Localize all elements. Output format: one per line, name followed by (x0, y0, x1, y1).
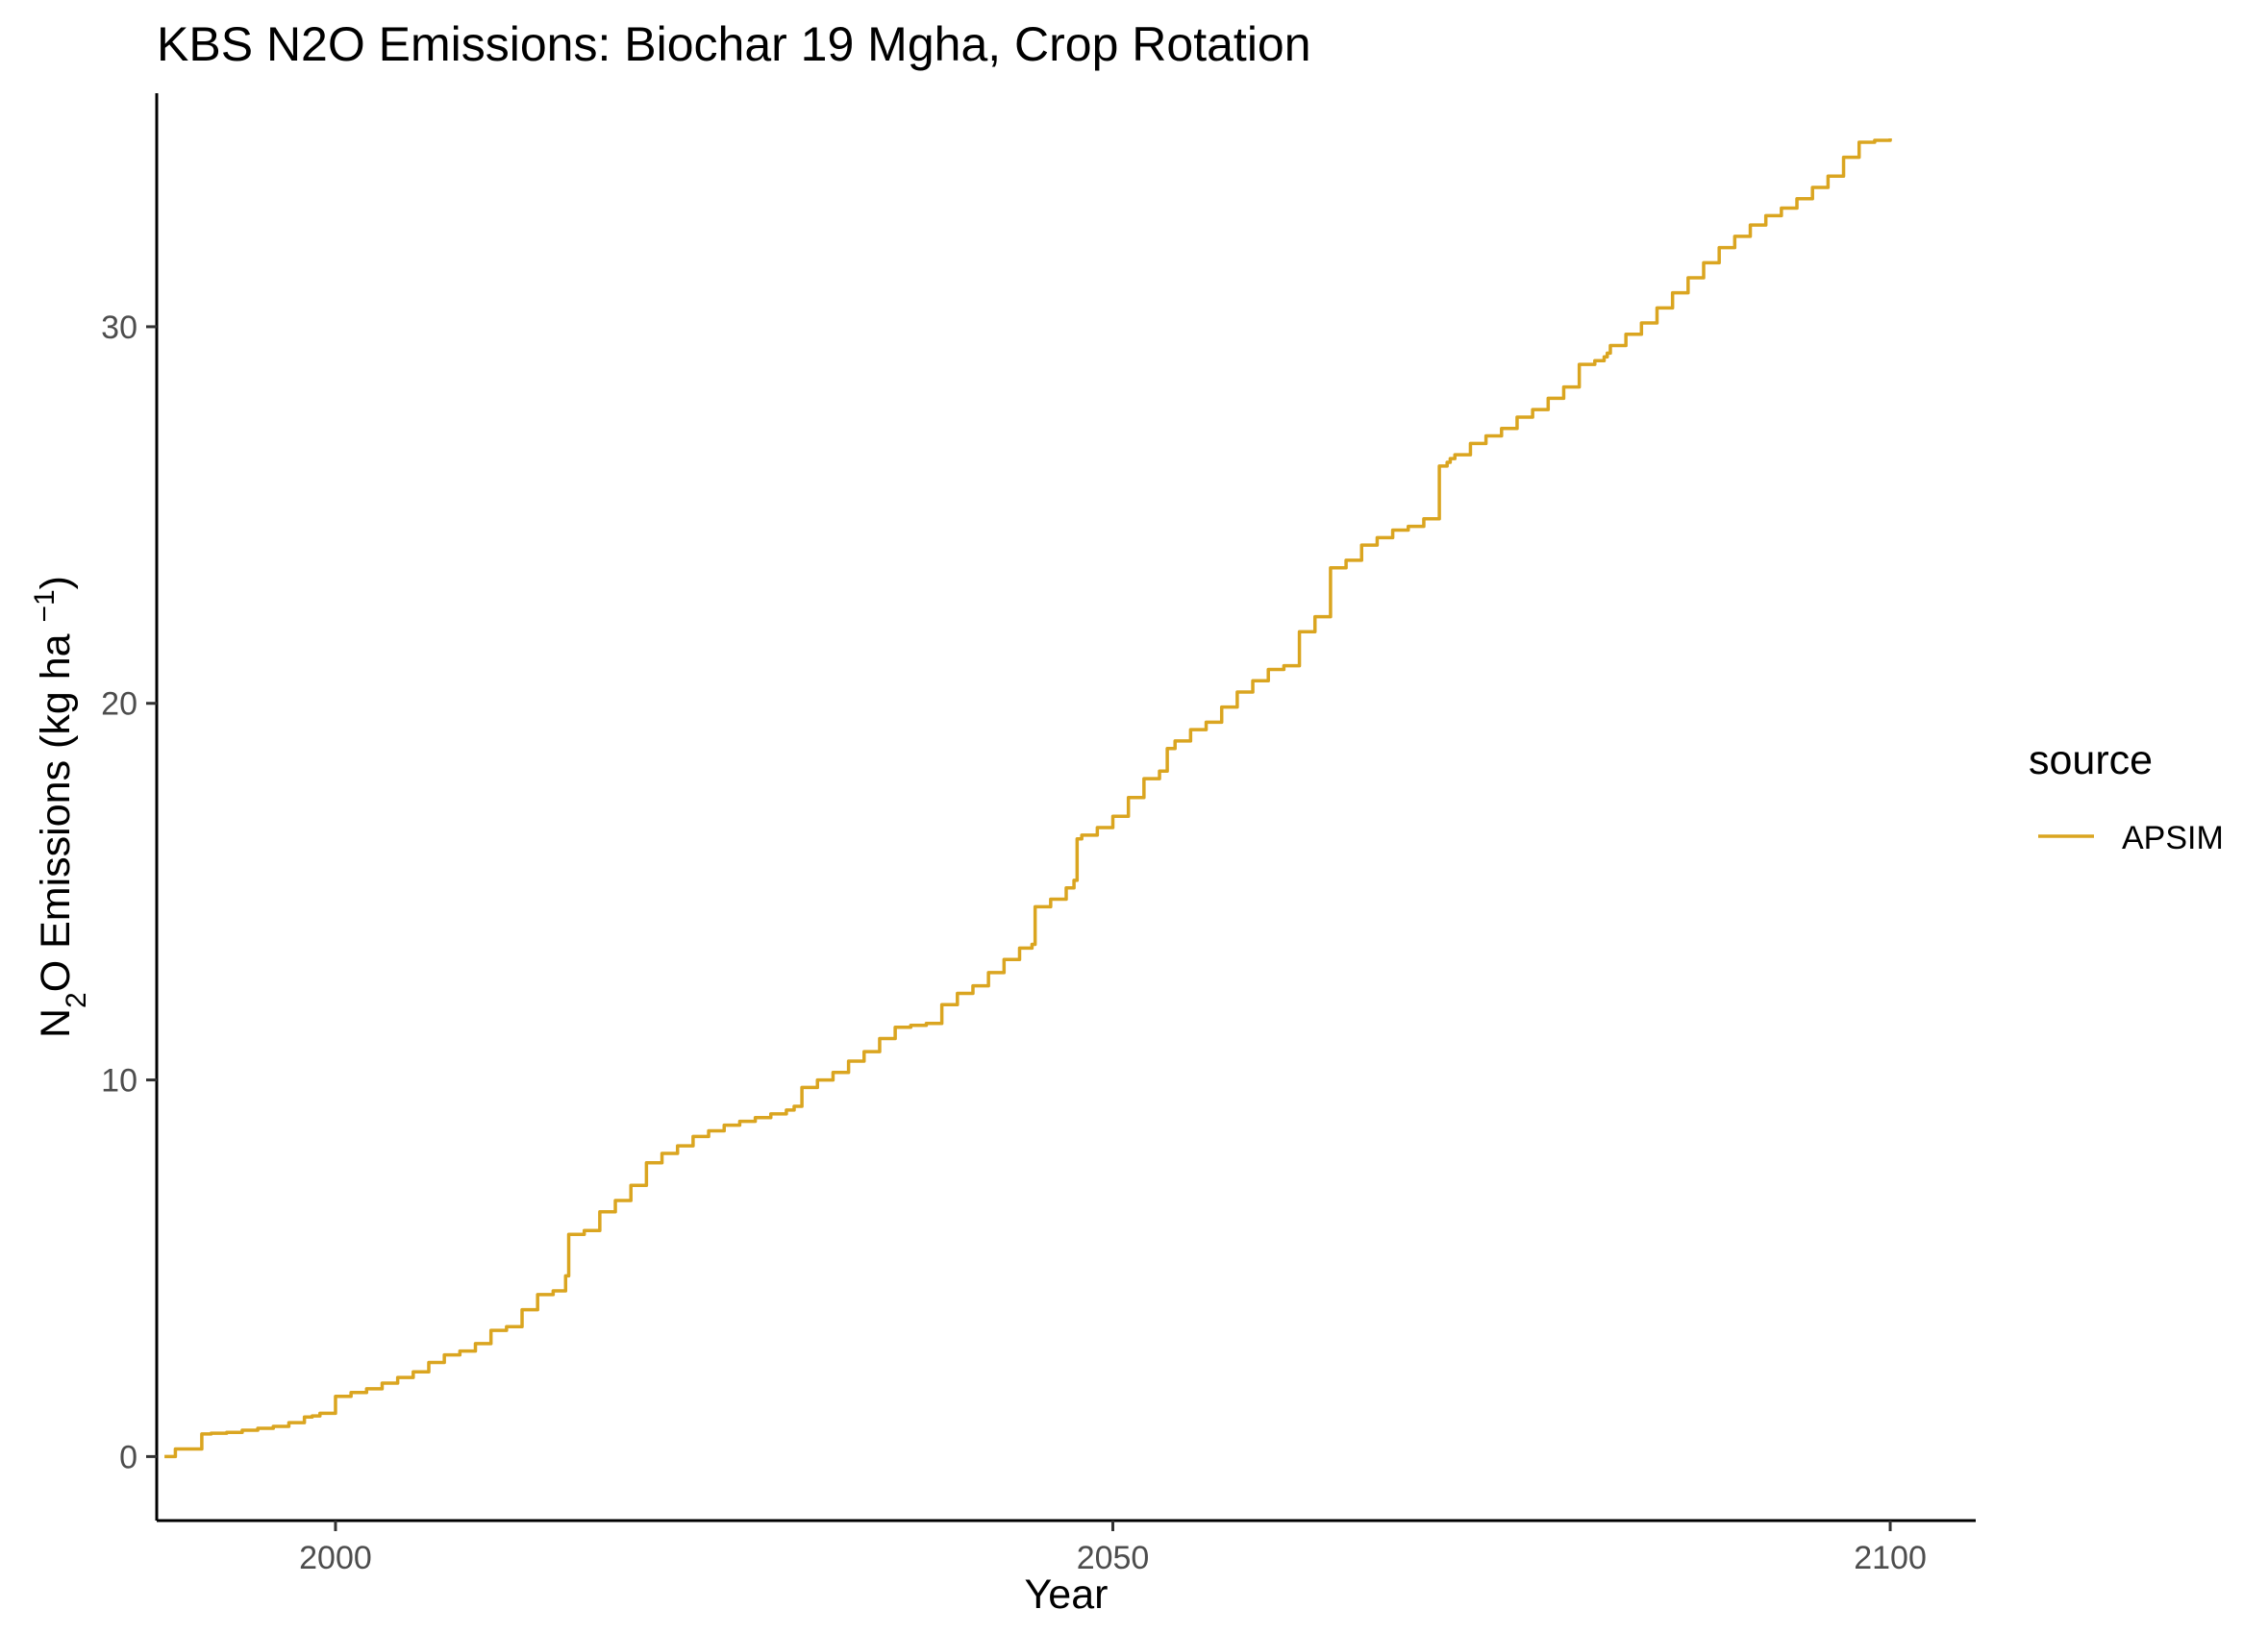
plot-area: 2000 2050 2100 0 10 20 30 (101, 93, 1976, 1576)
x-tick-label: 2100 (1854, 1540, 1927, 1576)
y-axis-title-subscript: 2 (61, 992, 92, 1008)
y-tick-label: 20 (101, 686, 137, 723)
chart-title: KBS N2O Emissions: Biochar 19 Mgha, Crop… (157, 17, 1311, 71)
y-axis-title-prefix: N (33, 1008, 79, 1038)
legend-title: source (2029, 737, 2153, 783)
y-axis-title-main: O Emissions (kg ha (33, 623, 79, 993)
series-line-apsim (164, 138, 1892, 1459)
y-tick-label: 30 (101, 309, 137, 346)
y-axis-ticks: 0 10 20 30 (101, 309, 157, 1475)
y-axis-title-suffix: ) (33, 576, 79, 589)
y-tick-label: 0 (119, 1439, 137, 1475)
x-tick-label: 2000 (299, 1540, 372, 1576)
legend-label-apsim: APSIM (2122, 820, 2224, 856)
x-axis-title: Year (1025, 1572, 1109, 1618)
x-axis-ticks: 2000 2050 2100 (299, 1521, 1927, 1576)
y-axis-title: N2O Emissions (kg ha −1) (29, 576, 92, 1038)
y-axis-title-superscript: −1 (29, 589, 61, 622)
legend: source APSIM (2029, 737, 2224, 856)
series-layer (164, 138, 1892, 1459)
x-tick-label: 2050 (1077, 1540, 1150, 1576)
y-tick-label: 10 (101, 1063, 137, 1100)
